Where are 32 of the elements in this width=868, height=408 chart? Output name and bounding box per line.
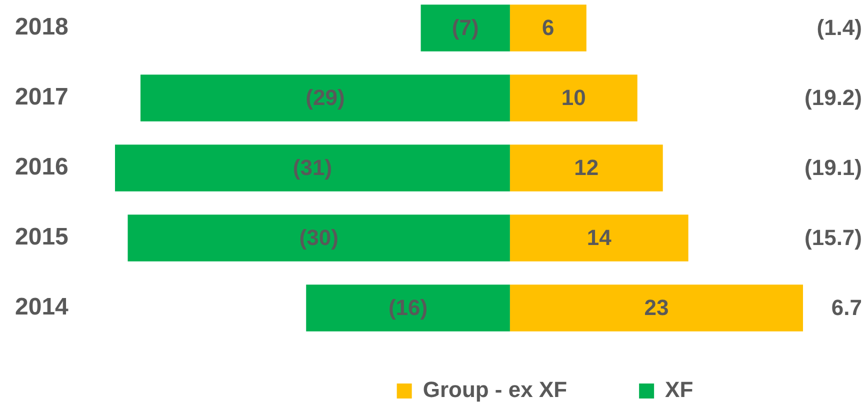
bar (510, 74, 638, 122)
legend-label: Group - ex XF (422, 377, 568, 402)
y-tick-label: 2014 (15, 294, 70, 321)
bar (510, 214, 688, 262)
data-label: 23 (644, 295, 669, 320)
y-tick-label: 2015 (15, 224, 68, 251)
data-label: 10 (561, 85, 586, 110)
text: 6.7 (831, 295, 862, 320)
bar (510, 284, 803, 332)
text: (19.1) (804, 155, 862, 180)
bar (510, 144, 663, 192)
y-tick-label: 2018 (15, 14, 68, 41)
data-label: (16) (388, 295, 428, 320)
text: (1.4) (816, 15, 862, 40)
data-label: (7) (452, 15, 479, 40)
bar (115, 144, 510, 192)
bar (510, 4, 586, 52)
y-tick-label: 2016 (15, 154, 68, 181)
bar (128, 214, 510, 262)
bar (140, 74, 510, 122)
data-label: (29) (306, 85, 345, 110)
text: (19.2) (804, 85, 862, 110)
data-label: 14 (586, 225, 612, 250)
bar (306, 284, 510, 332)
data-label: 12 (574, 155, 599, 180)
data-label: (31) (292, 155, 332, 180)
bar (420, 4, 510, 52)
text: (15.7) (804, 225, 862, 250)
data-label: (30) (299, 225, 338, 250)
legend-label: XF (665, 377, 694, 402)
data-label: 6 (542, 15, 554, 40)
y-tick-label: 2017 (15, 84, 68, 111)
